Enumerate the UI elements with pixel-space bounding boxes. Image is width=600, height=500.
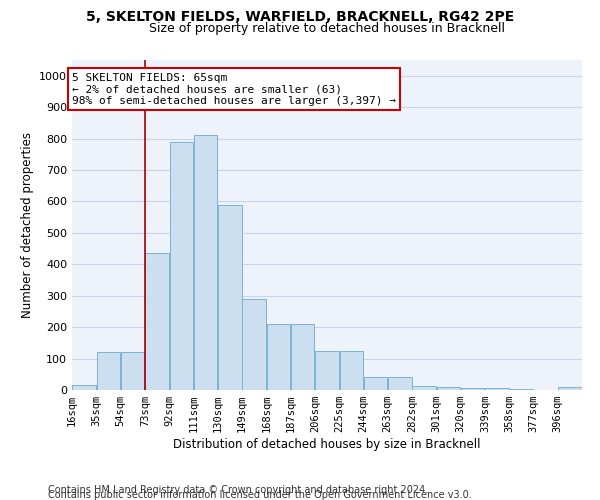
- Bar: [194, 136, 217, 390]
- Bar: [145, 254, 169, 390]
- Text: Contains public sector information licensed under the Open Government Licence v3: Contains public sector information licen…: [48, 490, 472, 500]
- Text: 5 SKELTON FIELDS: 65sqm
← 2% of detached houses are smaller (63)
98% of semi-det: 5 SKELTON FIELDS: 65sqm ← 2% of detached…: [72, 72, 396, 106]
- Text: Contains HM Land Registry data © Crown copyright and database right 2024.: Contains HM Land Registry data © Crown c…: [48, 485, 428, 495]
- Bar: [242, 299, 266, 390]
- Bar: [121, 352, 145, 390]
- Bar: [364, 378, 388, 390]
- Bar: [461, 388, 484, 390]
- Bar: [485, 388, 509, 390]
- Bar: [291, 324, 314, 390]
- Bar: [218, 204, 242, 390]
- Bar: [315, 350, 339, 390]
- X-axis label: Distribution of detached houses by size in Bracknell: Distribution of detached houses by size …: [173, 438, 481, 451]
- Bar: [73, 386, 96, 390]
- Y-axis label: Number of detached properties: Number of detached properties: [20, 132, 34, 318]
- Title: Size of property relative to detached houses in Bracknell: Size of property relative to detached ho…: [149, 22, 505, 35]
- Bar: [412, 386, 436, 390]
- Bar: [437, 388, 460, 390]
- Bar: [97, 352, 120, 390]
- Bar: [340, 350, 363, 390]
- Bar: [388, 378, 412, 390]
- Bar: [170, 142, 193, 390]
- Bar: [558, 388, 581, 390]
- Text: 5, SKELTON FIELDS, WARFIELD, BRACKNELL, RG42 2PE: 5, SKELTON FIELDS, WARFIELD, BRACKNELL, …: [86, 10, 514, 24]
- Bar: [266, 324, 290, 390]
